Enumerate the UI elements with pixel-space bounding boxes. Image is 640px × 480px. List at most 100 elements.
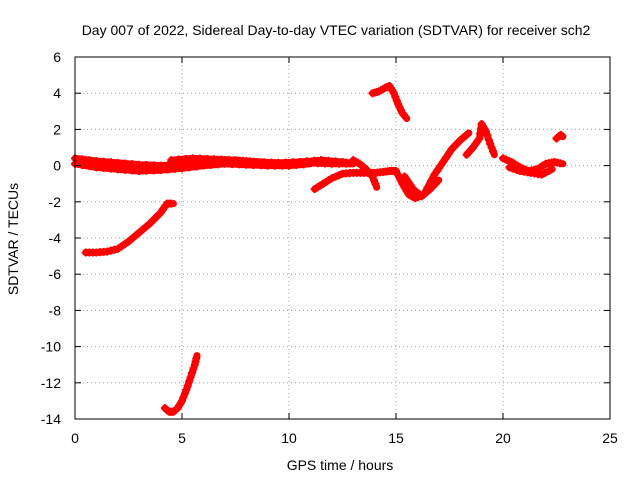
data-point — [178, 396, 186, 405]
y-tick-label: -2 — [49, 194, 62, 210]
y-tick-label: -12 — [41, 375, 61, 391]
data-point — [192, 162, 201, 171]
data-point — [486, 139, 495, 148]
data-point — [489, 147, 498, 156]
data-point — [403, 176, 412, 185]
data-point — [163, 165, 172, 174]
data-point — [394, 171, 403, 180]
x-tick-label: 15 — [388, 430, 404, 446]
data-point — [185, 163, 194, 172]
data-point — [433, 166, 442, 175]
data-point — [430, 170, 439, 179]
data-point — [317, 156, 326, 165]
markers-sat-d — [81, 199, 176, 257]
data-point — [444, 149, 453, 158]
data-point — [556, 159, 565, 168]
data-point — [183, 381, 192, 390]
markers-sat-e — [160, 354, 201, 416]
data-point — [199, 161, 208, 170]
data-point — [167, 156, 176, 165]
data-point — [128, 166, 137, 175]
y-tick-label: -6 — [49, 266, 62, 282]
data-point — [274, 158, 283, 167]
data-point — [406, 181, 415, 190]
markers-sat-j — [400, 172, 441, 201]
data-point — [392, 167, 400, 176]
grid — [75, 57, 610, 419]
data-point — [441, 153, 450, 162]
data-point — [368, 172, 377, 181]
data-series — [71, 81, 567, 416]
data-point — [188, 154, 197, 163]
data-point — [174, 155, 183, 164]
data-point — [483, 131, 492, 140]
data-point — [331, 157, 340, 166]
markers-sat-h — [349, 156, 380, 188]
data-point — [246, 157, 255, 166]
data-point — [171, 164, 180, 173]
y-tick-label: -14 — [41, 411, 61, 427]
data-point — [113, 165, 122, 174]
data-point — [400, 172, 409, 181]
data-point — [149, 166, 158, 175]
data-point — [487, 143, 496, 152]
data-point — [252, 157, 261, 166]
y-tick-label: 0 — [53, 158, 61, 174]
x-tick-label: 20 — [495, 430, 511, 446]
y-tick-label: 4 — [53, 85, 61, 101]
data-point — [78, 161, 87, 170]
data-point — [85, 162, 94, 171]
data-point — [92, 163, 101, 172]
y-tick-label: -10 — [41, 339, 61, 355]
data-point — [302, 157, 311, 166]
data-point — [186, 373, 195, 382]
data-point — [203, 154, 212, 163]
data-point — [179, 393, 188, 402]
data-point — [436, 162, 445, 171]
data-point — [281, 158, 290, 167]
data-point — [544, 166, 553, 175]
data-point — [121, 165, 130, 174]
data-point — [295, 157, 304, 166]
markers-sat-m — [505, 163, 553, 179]
markers-sat-c — [167, 154, 354, 168]
data-point — [462, 131, 471, 140]
data-point — [142, 166, 151, 175]
data-point — [391, 92, 400, 101]
data-point — [135, 167, 144, 176]
data-point — [99, 164, 108, 173]
data-point — [181, 154, 190, 163]
y-tick-label: -4 — [49, 230, 62, 246]
data-point — [224, 155, 233, 164]
data-point — [484, 135, 493, 144]
data-point — [310, 156, 319, 165]
data-point — [389, 89, 398, 98]
data-point — [439, 157, 448, 166]
data-point — [267, 158, 276, 167]
data-point — [167, 199, 176, 208]
data-point — [369, 176, 378, 185]
x-tick-label: 25 — [602, 430, 618, 446]
markers-sat-n — [552, 130, 567, 143]
markers-sat-f — [368, 81, 410, 121]
data-point — [210, 155, 219, 164]
x-tick-label: 10 — [281, 430, 297, 446]
data-point — [401, 112, 410, 121]
y-axis-label: SDTVAR / TECUs — [5, 183, 21, 295]
x-tick-label: 5 — [178, 430, 186, 446]
data-point — [189, 364, 198, 373]
markers-sat-k — [462, 119, 498, 159]
data-point — [192, 354, 201, 363]
x-axis-label: GPS time / hours — [287, 457, 394, 473]
y-tick-label: -8 — [49, 302, 62, 318]
data-point — [185, 377, 194, 386]
data-point — [324, 156, 333, 165]
data-point — [432, 178, 441, 187]
data-point — [178, 164, 186, 173]
data-point — [217, 155, 226, 164]
plot-frame — [74, 56, 611, 420]
data-point — [106, 164, 115, 173]
data-point — [481, 127, 490, 136]
